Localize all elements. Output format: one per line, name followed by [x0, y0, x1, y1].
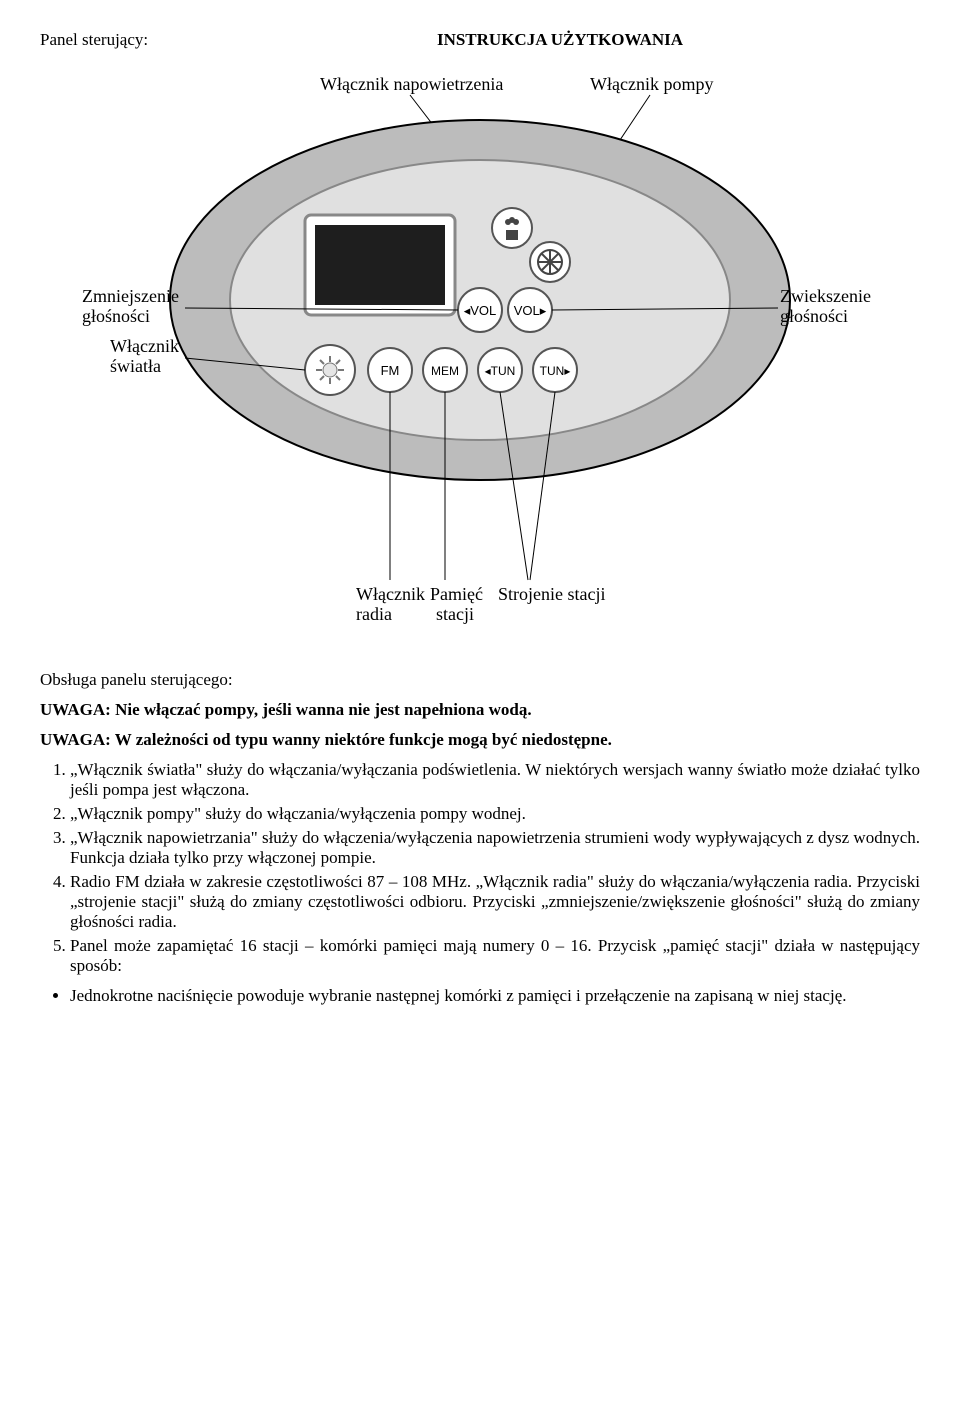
callout-mem: Pamięć stacji — [430, 584, 487, 624]
light-icon — [316, 356, 344, 384]
warning-1: UWAGA: Nie włączać pompy, jeśli wanna ni… — [40, 700, 920, 720]
list-item: Jednokrotne naciśnięcie powoduje wybrani… — [70, 986, 920, 1006]
pump-icon — [538, 250, 562, 274]
callout-tune: Strojenie stacji — [498, 584, 605, 604]
tun-l-label: ◂TUN — [485, 364, 516, 378]
list-item: „Włącznik pompy" służy do włączania/wyłą… — [70, 804, 920, 824]
fm-label: FM — [381, 363, 400, 378]
callout-radio: Włącznik radia — [356, 584, 429, 624]
mem-label: MEM — [431, 364, 459, 378]
display-screen — [315, 225, 445, 305]
list-item: Panel może zapamiętać 16 stacji – komórk… — [70, 936, 920, 976]
vol-r-label: VOL▸ — [514, 303, 547, 318]
aeration-button[interactable] — [492, 208, 532, 248]
tun-r-label: TUN▸ — [540, 364, 571, 378]
panel-diagram: Włącznik napowietrzenia Włącznik pompy ◂… — [80, 70, 880, 640]
callout-vol-down: Zmniejszenie głośności — [82, 286, 183, 326]
vol-l-label: ◂VOL — [464, 303, 497, 318]
list-item: „Włącznik światła" służy do włączania/wy… — [70, 760, 920, 800]
callout-light: Włącznik światła — [110, 336, 183, 376]
callout-vol-up: Zwiekszenie głośności — [780, 286, 875, 326]
header-left: Panel sterujący: — [40, 30, 200, 50]
callout-aeration: Włącznik napowietrzenia — [320, 74, 503, 94]
callout-pump: Włącznik pompy — [590, 74, 713, 94]
warning-2: UWAGA: W zależności od typu wanny niektó… — [40, 730, 920, 750]
subhead: Obsługa panelu sterującego: — [40, 670, 920, 690]
list-item: Radio FM działa w zakresie częstotliwośc… — [70, 872, 920, 932]
list-item: „Włącznik napowietrzania" służy do włącz… — [70, 828, 920, 868]
page-title: INSTRUKCJA UŻYTKOWANIA — [200, 30, 920, 50]
